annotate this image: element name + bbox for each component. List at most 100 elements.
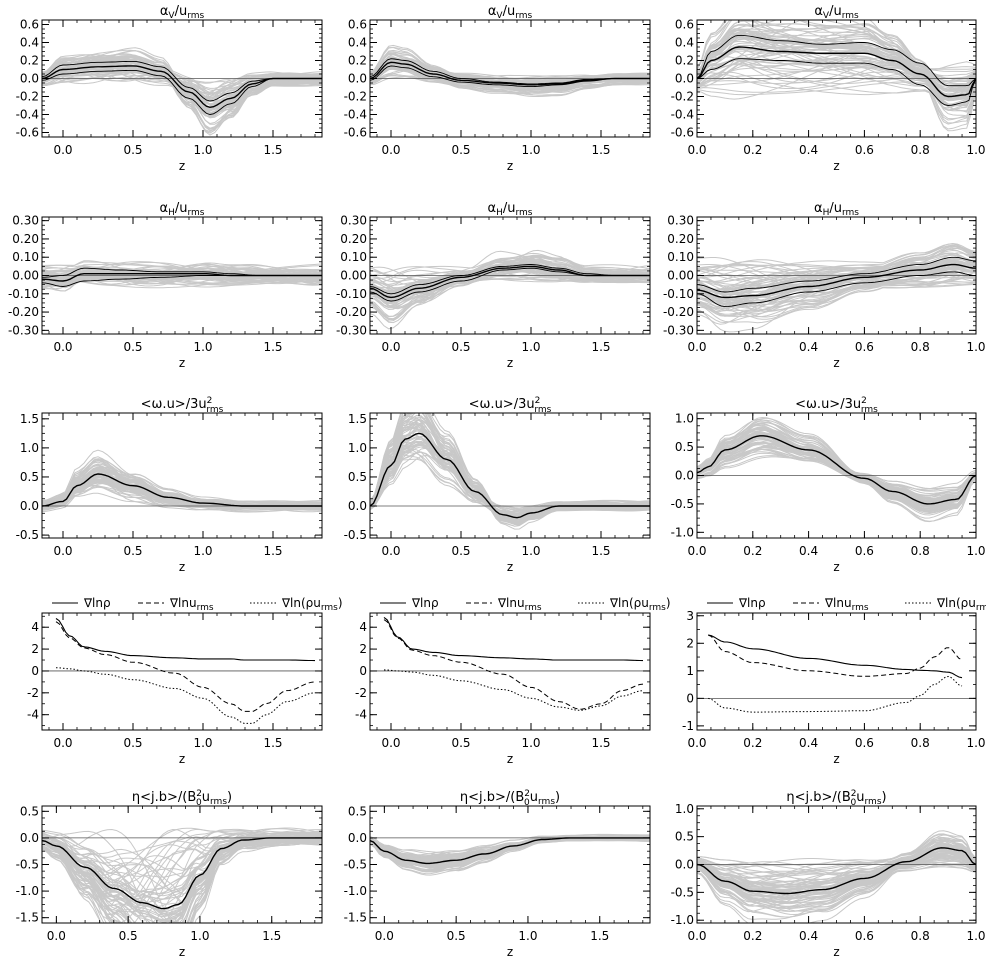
- y-tick-label: 0.30: [667, 214, 694, 228]
- y-tick-label: 0.0: [20, 499, 39, 513]
- x-tick-label: 1.0: [521, 544, 540, 558]
- ensemble-curve: [697, 441, 976, 504]
- x-tick-label: 0.4: [799, 143, 818, 157]
- plot-area: [370, 413, 650, 530]
- y-tick-label: 0.2: [348, 54, 367, 68]
- ensemble-curve: [42, 260, 322, 282]
- x-tick-label: 0.5: [451, 340, 470, 354]
- ensemble-curve: [42, 833, 322, 923]
- x-tick-label: 0.4: [799, 736, 818, 750]
- ensemble-curve: [697, 252, 976, 313]
- x-tick-label: 1.0: [966, 544, 985, 558]
- y-tick-label: 1: [686, 664, 694, 678]
- x-tick-label: 0.0: [381, 544, 400, 558]
- legend-label: ∇lnρ: [411, 596, 439, 610]
- x-tick-label: 0.5: [451, 143, 470, 157]
- ensemble-curve: [697, 43, 976, 91]
- x-axis-label: z: [833, 752, 839, 766]
- series-lnrhou: [383, 669, 644, 711]
- y-tick-label: -0.30: [8, 323, 39, 337]
- ensemble-curve: [42, 830, 322, 858]
- y-tick-label: 2: [359, 642, 367, 656]
- x-tick-label: 0.6: [855, 736, 874, 750]
- ensemble-curve: [697, 245, 976, 310]
- plot-area: [42, 618, 322, 724]
- x-tick-label: 0.4: [799, 340, 818, 354]
- x-tick-label: 0.0: [53, 340, 72, 354]
- bound-curve: [42, 275, 322, 287]
- y-tick-label: -0.2: [344, 90, 367, 104]
- x-tick-label: 1.0: [518, 929, 537, 943]
- panel-title: αH/urms: [488, 201, 533, 218]
- x-tick-label: 0.0: [53, 544, 72, 558]
- plot-area: [697, 416, 976, 523]
- x-tick-label: 0.8: [911, 340, 930, 354]
- ensemble-curve: [697, 847, 976, 918]
- plot-area: [42, 47, 322, 136]
- mean-curve: [370, 837, 650, 865]
- panel-r5c3: 0.0 0.2 0.4 0.6 0.8 1.0 z -1.0 -0.5 0.0 0.5 1.0 η<j.…: [671, 789, 986, 959]
- axes-frame: [41, 612, 323, 731]
- y-tick-label: 0.6: [675, 18, 694, 32]
- panel-r3c3: 0.0 0.2 0.4 0.6 0.8 1.0 z -1.0 -0.5 0.0 0.5 1.0 <ω.u…: [671, 396, 986, 574]
- y-tick-label: 1.5: [20, 412, 39, 426]
- y-tick-label: 2: [686, 636, 694, 650]
- x-tick-label: 1.0: [190, 929, 209, 943]
- x-axis-label: z: [507, 356, 513, 370]
- series-lnu: [55, 621, 316, 712]
- panel-title: <ω.u>/3u2 rms: [795, 396, 878, 415]
- y-tick-label: -0.30: [663, 323, 694, 337]
- x-tick-label: 0.5: [123, 340, 142, 354]
- x-tick-label: 0.2: [743, 143, 762, 157]
- panel-r2c1: 0.0 0.5 1.0 1.5 z -0.30 -0.20 -0.10 0.00 0.10 0.20…: [8, 201, 323, 370]
- y-tick-label: -2: [355, 686, 367, 700]
- x-tick-label: 1.5: [591, 544, 610, 558]
- ensemble-curve: [697, 422, 976, 507]
- panel-r5c1: 0.0 0.5 1.0 1.5 z -1.5 -1.0 -0.5 0.0 0.5 η<j.b>/(B…: [16, 789, 323, 959]
- ensemble-curve: [42, 832, 322, 923]
- y-tick-label: 0: [359, 664, 367, 678]
- x-tick-label: 0.6: [855, 544, 874, 558]
- x-tick-label: 0.5: [451, 736, 470, 750]
- ensemble-curve: [697, 863, 976, 877]
- ensemble-curve: [42, 834, 322, 923]
- panel-title: η<j.b>/(B2 0urms): [786, 789, 886, 808]
- panel-title: αH/urms: [814, 201, 859, 218]
- y-tick-label: 4: [31, 620, 39, 634]
- x-tick-label: 0.0: [53, 143, 72, 157]
- x-tick-label: 1.5: [591, 340, 610, 354]
- x-tick-label: 0.0: [381, 736, 400, 750]
- y-tick-label: -0.2: [671, 90, 694, 104]
- ensemble-curve: [42, 54, 322, 103]
- panel-title: η<j.b>/(B2 0urms): [460, 789, 560, 808]
- panel-r1c3: 0.0 0.2 0.4 0.6 0.8 1.0 z -0.6 -0.4 -0.2 0.0 0.2 0.4…: [671, 4, 986, 173]
- y-tick-label: 0.4: [675, 36, 694, 50]
- panel-r2c3: 0.0 0.2 0.4 0.6 0.8 1.0 z -0.30 -0.20 -0.10 0.00 0.…: [663, 201, 986, 370]
- y-tick-label: 0.20: [12, 232, 39, 246]
- y-tick-label: -0.5: [671, 497, 694, 511]
- ensemble-curve: [697, 838, 976, 868]
- bound-curve: [370, 58, 650, 85]
- plot-area: [42, 827, 322, 923]
- ensemble-curve: [697, 857, 976, 888]
- bound-curve: [697, 271, 976, 308]
- x-axis-label: z: [833, 159, 839, 173]
- x-tick-label: 0.5: [123, 544, 142, 558]
- y-tick-label: 0.0: [675, 72, 694, 86]
- y-tick-label: 1.5: [348, 412, 367, 426]
- x-tick-label: 0.6: [855, 340, 874, 354]
- x-tick-label: 1.5: [590, 929, 609, 943]
- bound-curve: [697, 256, 976, 293]
- ensemble-curve: [42, 467, 322, 510]
- y-tick-label: 1.0: [348, 441, 367, 455]
- legend: ∇lnρ ∇lnurms ∇ln(ρurms): [380, 596, 671, 613]
- panel-r2c2: 0.0 0.5 1.0 1.5 z -0.30 -0.20 -0.10 0.00 0.10 0.20…: [336, 201, 651, 370]
- plot-area: [370, 833, 650, 876]
- x-tick-label: 1.0: [521, 736, 540, 750]
- ensemble-curve: [42, 828, 322, 923]
- x-tick-label: 0.0: [687, 736, 706, 750]
- ensemble-curve: [697, 283, 976, 324]
- legend-label: ∇ln(ρurms): [936, 596, 986, 613]
- y-tick-label: -1.0: [16, 884, 39, 898]
